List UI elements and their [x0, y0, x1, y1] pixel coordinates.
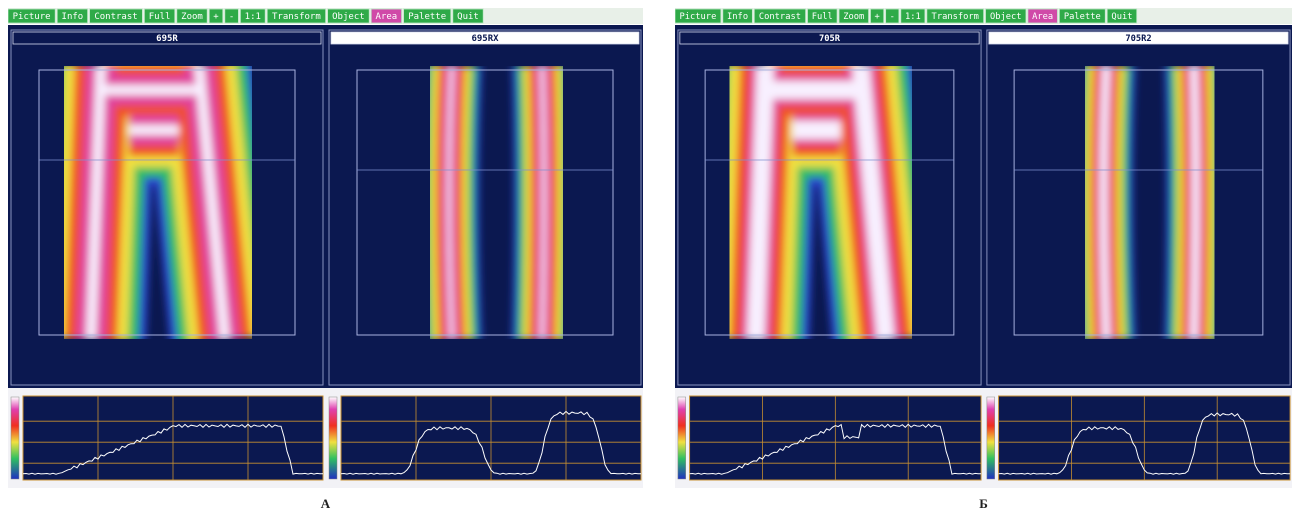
button-label: Picture — [680, 12, 717, 22]
button-label: Quit — [457, 12, 479, 22]
toolbar-button[interactable]: Object — [986, 9, 1026, 23]
heat-layer — [1103, 65, 1106, 340]
toolbar-button[interactable]: - — [225, 9, 239, 23]
thermo-panel: Picture Info Contrast Full Zoom + -1:1 Transfor… — [675, 8, 1292, 488]
toolbar-button[interactable]: Palette — [404, 9, 451, 23]
button-label: Zoom — [181, 12, 203, 22]
button-label: Full — [149, 12, 171, 22]
heat-layer — [1194, 65, 1196, 340]
toolbar-button[interactable]: Zoom — [839, 9, 869, 23]
toolbar-button[interactable]: 1:1 — [901, 9, 925, 23]
button-label: Object — [990, 12, 1022, 22]
toolbar-button[interactable]: 1:1 — [240, 9, 265, 23]
toolbar-button[interactable]: Contrast — [90, 9, 143, 23]
toolbar-button[interactable]: Info — [57, 9, 87, 23]
button-label: 1:1 — [905, 12, 921, 22]
button-label: Full — [812, 12, 833, 22]
toolbar-button[interactable]: Quit — [1107, 9, 1137, 23]
toolbar-button[interactable]: Full — [808, 9, 838, 23]
button-label: - — [229, 12, 234, 22]
button-label: Transform — [932, 12, 979, 22]
toolbar-button[interactable]: Contrast — [754, 9, 805, 23]
button-label: 1:1 — [245, 12, 261, 22]
palette-bar — [329, 397, 337, 479]
button-label: Info — [62, 12, 84, 22]
button-label: Transform — [272, 12, 321, 22]
button-label: Area — [1032, 12, 1053, 22]
toolbar-button[interactable]: Transform — [927, 9, 984, 23]
button-label: + — [213, 12, 219, 22]
heat-layer — [756, 65, 766, 340]
image-title: 705R2 — [1125, 34, 1151, 44]
palette-bar — [11, 397, 19, 479]
button-label: Object — [332, 12, 365, 22]
button-label: Palette — [408, 12, 446, 22]
toolbar-button[interactable]: + — [209, 9, 223, 23]
button-label: Contrast — [759, 12, 801, 22]
toolbar-button[interactable]: + — [870, 9, 883, 23]
toolbar-button[interactable]: Palette — [1059, 9, 1105, 23]
toolbar-button[interactable]: Full — [144, 9, 174, 23]
heat-layer — [542, 65, 544, 340]
button-label: - — [890, 12, 895, 22]
screenshot: PictureInfoContrastFullZoom+-1:1Transfor… — [0, 0, 1292, 517]
toolbar-button[interactable]: Picture — [8, 9, 55, 23]
toolbar-button[interactable]: Object — [328, 9, 370, 23]
button-label: Contrast — [94, 12, 137, 22]
toolbar-button[interactable]: Zoom — [177, 9, 207, 23]
toolbar-button[interactable]: Info — [723, 9, 753, 23]
toolbar-button[interactable]: Transform — [267, 9, 325, 23]
toolbar-button[interactable]: Area — [371, 9, 401, 23]
image-title: 695R — [156, 34, 178, 44]
toolbar-button[interactable]: Area — [1028, 9, 1058, 23]
image-title: 695RX — [471, 34, 499, 44]
panel-caption: А — [321, 496, 331, 511]
thermo-panel: Picture Info Contrast Full Zoom +- 1:1 Transfor… — [8, 8, 683, 488]
button-label: Info — [727, 12, 748, 22]
button-label: Area — [376, 12, 398, 22]
button-label: Picture — [13, 12, 51, 22]
image-title: 705R — [819, 34, 841, 44]
button-label: + — [874, 12, 879, 22]
button-label: Palette — [1064, 12, 1101, 22]
palette-bar — [987, 397, 995, 479]
panel-caption: Б — [979, 496, 988, 511]
toolbar-button[interactable]: Quit — [453, 9, 483, 23]
toolbar-button[interactable]: - — [886, 9, 899, 23]
button-label: Zoom — [843, 12, 864, 22]
toolbar-button[interactable]: Picture — [675, 9, 721, 23]
palette-bar — [678, 397, 686, 479]
button-label: Quit — [1111, 12, 1132, 22]
